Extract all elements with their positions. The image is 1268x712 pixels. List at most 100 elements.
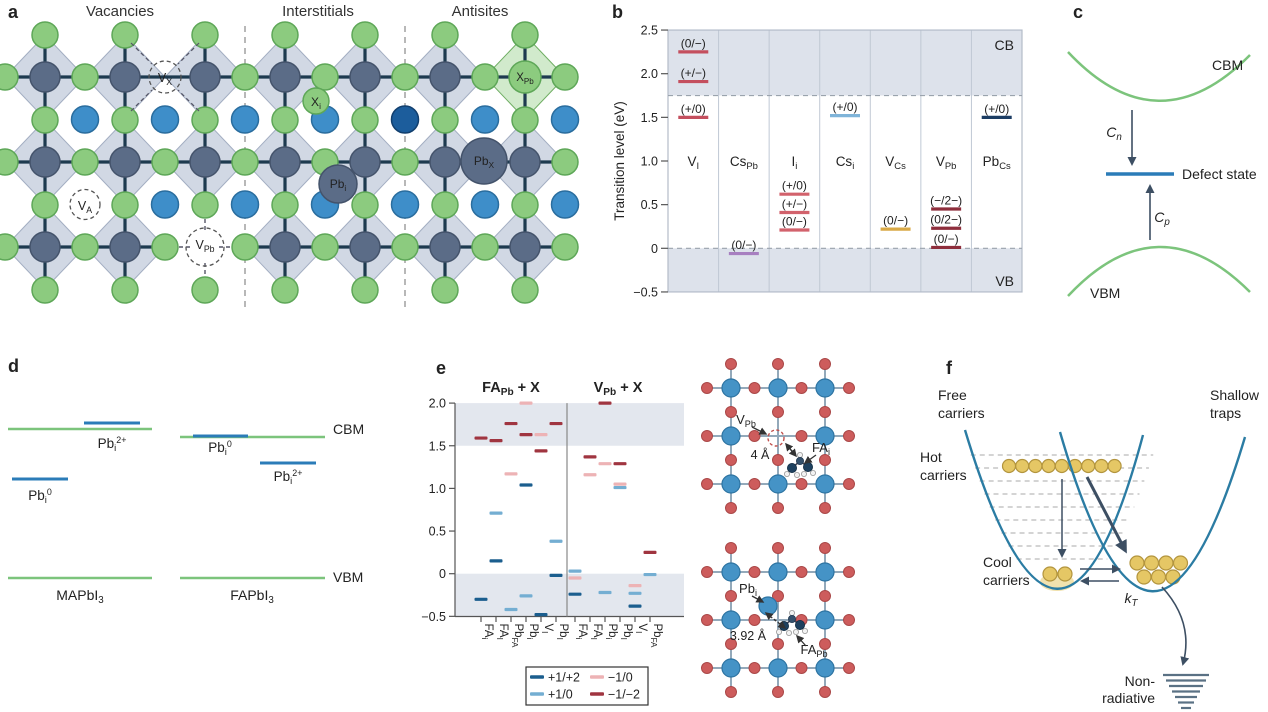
lead-node bbox=[768, 378, 788, 398]
lead-atom bbox=[269, 231, 301, 263]
iodide-node bbox=[843, 662, 855, 674]
panel-b-letter: b bbox=[612, 2, 623, 22]
lead-node bbox=[815, 378, 835, 398]
lead-node bbox=[815, 562, 835, 582]
x-tick-label: FAI bbox=[589, 624, 603, 640]
section-title-antisites: Antisites bbox=[452, 3, 509, 20]
atoms bbox=[0, 21, 580, 304]
carrier-ball bbox=[1129, 555, 1145, 571]
iodide-node bbox=[701, 614, 713, 626]
carrier-ball bbox=[1136, 569, 1152, 585]
y-tick-label: 0 bbox=[439, 567, 446, 581]
lead-atom bbox=[109, 146, 141, 178]
level-mark bbox=[598, 462, 612, 466]
y-tick-label: −0.5 bbox=[633, 285, 658, 299]
cool-carriers-label-1: Cool bbox=[983, 554, 1012, 570]
hydrogen-atom bbox=[797, 451, 804, 458]
cool-carriers-label-2: carriers bbox=[983, 572, 1030, 588]
panel-c-letter: c bbox=[1073, 2, 1083, 22]
struct-vpb-label: VPb bbox=[736, 412, 756, 429]
halide-atom bbox=[391, 148, 419, 176]
halide-atom bbox=[511, 106, 539, 134]
halide-atom bbox=[231, 233, 259, 261]
hydrogen-atom bbox=[786, 630, 793, 637]
lead-node bbox=[815, 426, 835, 446]
iodide-node bbox=[819, 686, 831, 698]
dangling-bond bbox=[130, 42, 153, 65]
shallow-traps-label-1: Shallow bbox=[1210, 387, 1260, 403]
shallow-traps-label-2: traps bbox=[1210, 405, 1241, 421]
carrier-ball bbox=[1042, 566, 1058, 582]
halide-atom bbox=[0, 63, 19, 91]
carrier-ball bbox=[1158, 555, 1174, 571]
carrier-ball bbox=[1041, 458, 1056, 474]
lead-atom bbox=[29, 231, 61, 263]
legend-label: +1/0 bbox=[548, 688, 573, 702]
halide-atom bbox=[391, 63, 419, 91]
halide-atom bbox=[71, 233, 99, 261]
level-mark bbox=[613, 482, 627, 486]
cation-atom bbox=[70, 105, 100, 134]
x-tick-label: VI bbox=[540, 624, 554, 634]
iodide-node bbox=[748, 478, 761, 490]
iodide-node bbox=[725, 542, 737, 554]
cation-atom bbox=[470, 190, 500, 219]
halide-interstitial-label: Xi bbox=[311, 95, 321, 111]
level-mark bbox=[549, 421, 563, 426]
iodide-node bbox=[772, 686, 784, 698]
iodide-node bbox=[795, 478, 808, 490]
iodide-node bbox=[748, 662, 761, 674]
halide-atom bbox=[311, 63, 339, 91]
lead-atom bbox=[349, 61, 381, 93]
panel-d-letter: d bbox=[8, 356, 19, 376]
d-vbm-label: VBM bbox=[333, 569, 363, 585]
struct-fai-arrow bbox=[803, 454, 817, 464]
defect-column-name: CsPb bbox=[730, 154, 758, 172]
iodide-node bbox=[819, 454, 831, 466]
conduction-band-label: CB bbox=[995, 37, 1014, 53]
level-mark bbox=[474, 597, 488, 601]
shaded-band bbox=[455, 403, 684, 446]
lead-node bbox=[721, 474, 741, 494]
fa-molecule bbox=[784, 451, 817, 478]
cn-label: Cn bbox=[1106, 124, 1122, 143]
lead-node bbox=[768, 562, 788, 582]
y-tick-label: 2.0 bbox=[641, 67, 658, 81]
struct-distance2-label: 3.92 Å bbox=[730, 628, 767, 643]
transition-level-label: (0/2−) bbox=[930, 213, 962, 227]
perovskite-lattice bbox=[0, 21, 580, 308]
halide-antisite-label: XPb bbox=[516, 72, 534, 86]
lead-node bbox=[815, 474, 835, 494]
hydrogen-atom bbox=[789, 610, 796, 617]
y-tick-label: 1.0 bbox=[429, 482, 446, 496]
y-tick-label: 0.5 bbox=[641, 198, 658, 212]
halide-atom bbox=[511, 191, 539, 219]
lead-vacancy-circle bbox=[185, 227, 225, 267]
nitrogen-atom bbox=[787, 462, 798, 473]
a-site-vacancy-label: VA bbox=[78, 199, 92, 215]
halide-atom bbox=[31, 276, 59, 304]
defect-column-name: Csi bbox=[836, 154, 855, 172]
level-mark bbox=[598, 401, 612, 405]
mapbi3-label: MAPbI3 bbox=[56, 587, 104, 606]
transition-level-label: (0/−) bbox=[883, 214, 908, 228]
transition-level-label: (+/0) bbox=[984, 102, 1009, 116]
halide-atom bbox=[231, 148, 259, 176]
iodide-node bbox=[748, 430, 761, 442]
group-title-vpb: VPb + X bbox=[594, 380, 643, 398]
mapbi3-pb0-label: Pbi0 bbox=[28, 487, 52, 506]
iodide-node bbox=[701, 478, 713, 490]
free-carrier-parabola bbox=[963, 429, 1145, 590]
iodide-node bbox=[843, 566, 855, 578]
carrier-ball bbox=[1172, 555, 1189, 571]
halide-atom bbox=[71, 63, 99, 91]
lead-atom bbox=[269, 146, 301, 178]
halide-atom bbox=[351, 276, 379, 304]
y-tick-label: 2.0 bbox=[429, 397, 446, 411]
iodide-node bbox=[701, 430, 713, 442]
transition-level-label: (+/0) bbox=[782, 179, 807, 193]
hydrogen-atom bbox=[793, 629, 800, 636]
lead-node bbox=[721, 426, 741, 446]
fapbi3-label: FAPbI3 bbox=[230, 587, 274, 606]
